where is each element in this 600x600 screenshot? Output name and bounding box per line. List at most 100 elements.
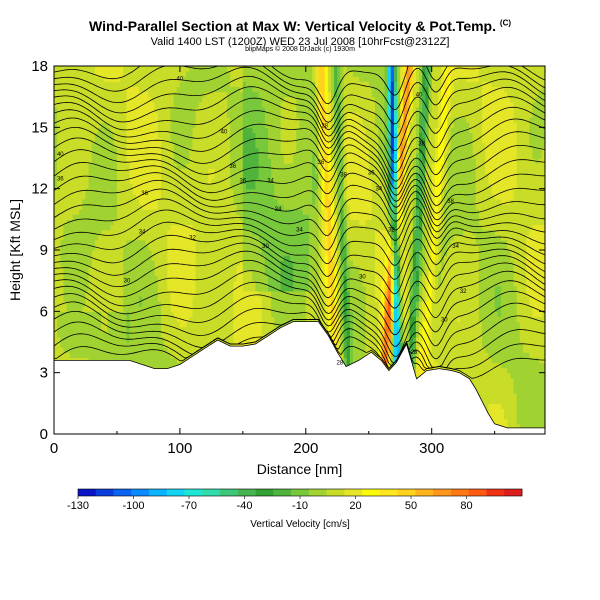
heatmap-cell: [220, 260, 225, 266]
heatmap-cell: [201, 336, 206, 343]
heatmap-cell: [211, 106, 216, 113]
heatmap-cell: [126, 229, 131, 236]
heatmap-cell: [176, 336, 181, 343]
heatmap-cell: [252, 173, 257, 180]
heatmap-cell: [82, 234, 87, 241]
heatmap-cell: [236, 306, 241, 312]
heatmap-cell: [88, 81, 93, 88]
heatmap-cell: [223, 152, 228, 159]
heatmap-cell: [252, 285, 257, 292]
heatmap-cell: [236, 250, 241, 256]
heatmap-cell: [186, 101, 190, 108]
heatmap-cell: [161, 101, 165, 108]
heatmap-cell: [230, 331, 235, 338]
heatmap-cell: [220, 244, 225, 251]
heatmap-cell: [54, 321, 58, 328]
heatmap-cell: [261, 311, 266, 318]
heatmap-cell: [189, 347, 194, 353]
heatmap-cell: [220, 270, 225, 277]
heatmap-cell: [261, 147, 266, 154]
heatmap-cell: [154, 250, 159, 256]
heatmap-cell: [161, 250, 165, 256]
heatmap-cell: [116, 352, 121, 358]
heatmap-cell: [145, 71, 150, 77]
heatmap-cell: [198, 96, 203, 103]
heatmap-cell: [236, 204, 241, 210]
heatmap-cell: [98, 331, 102, 338]
heatmap-cell: [205, 96, 209, 103]
heatmap-cell: [167, 101, 172, 108]
heatmap-cell: [110, 96, 115, 103]
heatmap-cell: [242, 168, 247, 174]
heatmap-cell: [138, 275, 143, 282]
heatmap-cell: [245, 336, 250, 343]
heatmap-cell: [66, 214, 71, 220]
heatmap-cell: [135, 260, 140, 266]
heatmap-cell: [138, 96, 143, 103]
heatmap-cell: [164, 290, 168, 297]
heatmap-cell: [129, 204, 134, 210]
heatmap-cell: [151, 311, 156, 318]
heatmap-cell: [173, 214, 178, 220]
heatmap-cell: [72, 101, 77, 108]
heatmap-cell: [138, 265, 143, 272]
heatmap-cell: [230, 112, 235, 118]
heatmap-cell: [164, 357, 168, 364]
heatmap-cell: [258, 91, 263, 98]
heatmap-cell: [154, 117, 159, 123]
heatmap-cell: [60, 285, 65, 292]
heatmap-cell: [233, 76, 238, 82]
heatmap-cell: [173, 106, 178, 113]
heatmap-cell: [164, 224, 168, 231]
heatmap-cell: [183, 66, 187, 72]
heatmap-cell: [66, 96, 71, 103]
heatmap-cell: [192, 311, 197, 318]
heatmap-cell: [249, 331, 253, 338]
heatmap-cell: [214, 326, 219, 333]
heatmap-cell: [98, 198, 102, 205]
heatmap-cell: [79, 214, 83, 220]
heatmap-cell: [101, 168, 105, 174]
heatmap-cell: [135, 265, 140, 272]
heatmap-cell: [157, 163, 162, 169]
heatmap-cell: [66, 122, 71, 128]
heatmap-cell: [126, 331, 131, 338]
heatmap-cell: [126, 209, 131, 215]
heatmap-cell: [66, 342, 71, 348]
heatmap-cell: [63, 142, 68, 149]
heatmap-cell: [242, 285, 247, 292]
heatmap-cell: [195, 285, 200, 292]
heatmap-cell: [195, 209, 200, 215]
heatmap-cell: [57, 163, 61, 169]
heatmap-cell: [183, 357, 187, 364]
heatmap-cell: [183, 342, 187, 348]
heatmap-cell: [76, 244, 80, 251]
heatmap-cell: [157, 239, 162, 246]
heatmap-cell: [104, 214, 109, 220]
heatmap-cell: [76, 193, 80, 200]
heatmap-cell: [205, 244, 209, 251]
heatmap-cell: [167, 76, 172, 82]
heatmap-cell: [85, 91, 90, 98]
heatmap-cell: [148, 96, 153, 103]
heatmap-cell: [195, 290, 200, 297]
heatmap-cell: [183, 193, 187, 200]
heatmap-cell: [110, 142, 115, 149]
heatmap-cell: [132, 163, 137, 169]
heatmap-cell: [88, 101, 93, 108]
heatmap-cell: [179, 224, 184, 231]
heatmap-cell: [101, 66, 105, 72]
heatmap-cell: [120, 301, 124, 307]
heatmap-cell: [227, 265, 231, 272]
heatmap-cell: [192, 321, 197, 328]
heatmap-cell: [233, 158, 238, 164]
heatmap-cell: [173, 316, 178, 323]
heatmap-cell: [72, 188, 77, 195]
heatmap-cell: [85, 198, 90, 205]
heatmap-cell: [208, 147, 212, 154]
heatmap-cell: [245, 152, 250, 159]
heatmap-cell: [176, 112, 181, 118]
heatmap-cell: [69, 183, 74, 190]
heatmap-cell: [138, 127, 143, 134]
heatmap-cell: [161, 244, 165, 251]
